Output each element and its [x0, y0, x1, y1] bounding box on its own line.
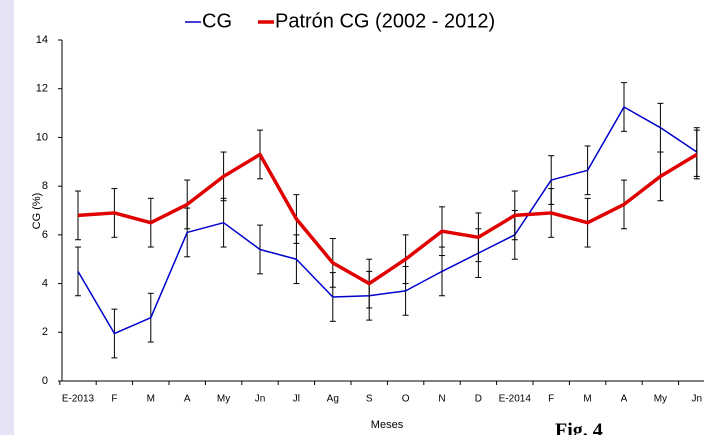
- y-axis-label: CG (%): [31, 193, 43, 230]
- x-tick-label: M: [583, 394, 591, 405]
- figure-label: Fig. 4: [555, 420, 603, 435]
- x-tick-label: Ag: [327, 394, 339, 405]
- x-tick-label: F: [548, 394, 554, 405]
- x-tick-label: My: [654, 394, 667, 405]
- x-tick-label: M: [147, 394, 155, 405]
- x-tick-label: Jl: [293, 394, 300, 405]
- y-tick-label: 8: [42, 180, 48, 192]
- y-tick-label: 6: [42, 229, 48, 241]
- y-tick-label: 10: [36, 131, 48, 143]
- x-tick-label: O: [402, 394, 410, 405]
- x-tick-label: Jn: [692, 394, 703, 405]
- y-tick-label: 4: [42, 277, 48, 289]
- legend-label: Patrón CG (2002 - 2012): [275, 10, 495, 32]
- series-line: [77, 106, 698, 335]
- x-tick-label: Jn: [255, 394, 266, 405]
- x-tick-label: N: [438, 394, 445, 405]
- y-tick-label: 0: [42, 375, 48, 387]
- side-strip: [0, 0, 14, 435]
- x-tick-label: My: [217, 394, 230, 405]
- y-tick-label: 14: [36, 34, 48, 46]
- y-tick-label: 12: [36, 83, 48, 95]
- x-axis-label: Meses: [371, 419, 404, 431]
- x-tick-label: F: [111, 394, 117, 405]
- x-tick-label: A: [184, 394, 191, 405]
- x-tick-label: E-2014: [499, 394, 532, 405]
- x-tick-label: S: [366, 394, 373, 405]
- x-tick-label: A: [621, 394, 628, 405]
- y-tick-label: 2: [42, 326, 48, 338]
- x-tick-label: E-2013: [62, 394, 95, 405]
- series-line: [77, 152, 698, 286]
- x-tick-label: D: [475, 394, 482, 405]
- legend-label: CG: [202, 10, 232, 32]
